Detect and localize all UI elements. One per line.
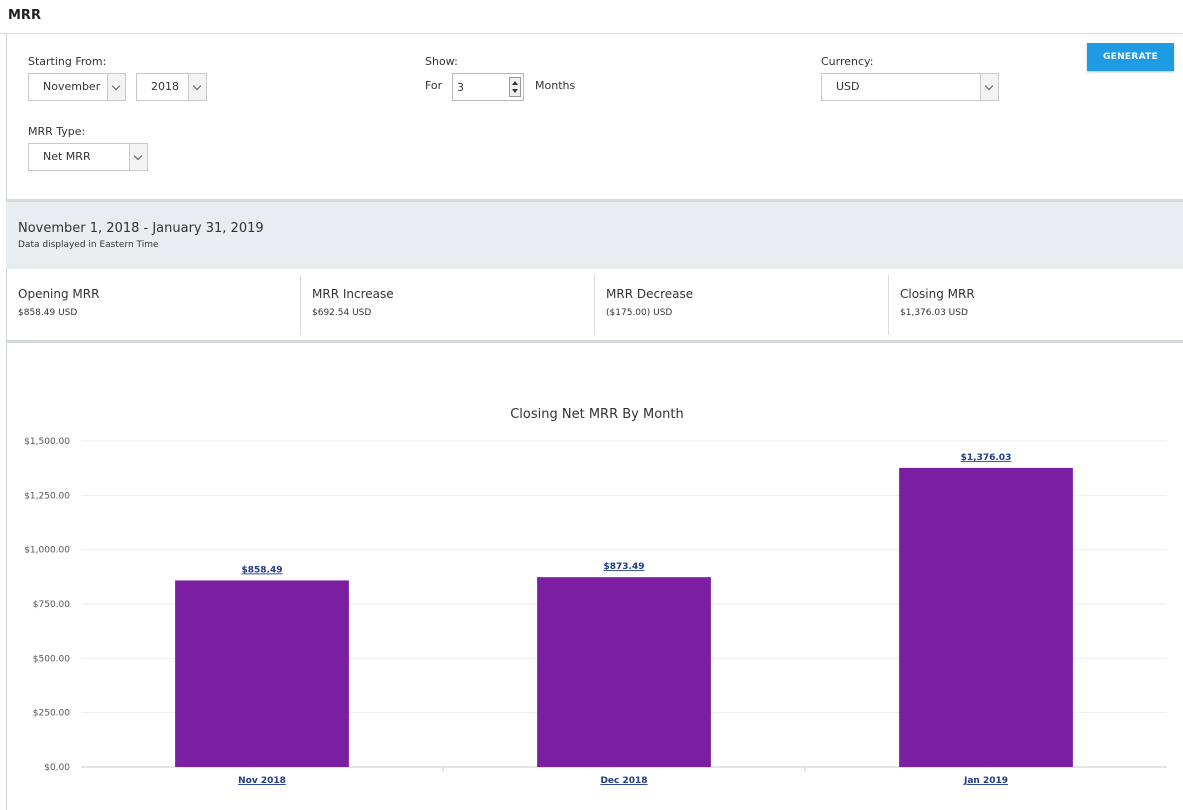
show-label: Show:: [425, 55, 458, 68]
spin-up-icon[interactable]: [512, 81, 518, 85]
chevron-down-icon: [129, 144, 147, 170]
stat-value: $858.49 USD: [18, 308, 78, 318]
filter-panel: [6, 34, 1183, 810]
stat-value: $1,376.03 USD: [900, 308, 968, 318]
page-header: MRR: [0, 0, 1183, 34]
closing-mrr-chart: Closing Net MRR By Month $0.00 $250.00 $50…: [24, 407, 1167, 786]
spinner-buttons[interactable]: [509, 77, 521, 97]
stat-opening-mrr: Opening MRR $858.49 USD: [6, 275, 300, 335]
y-tick-label: $1,000.00: [24, 546, 70, 556]
stat-label: MRR Decrease: [606, 287, 694, 301]
stat-label: Closing MRR: [900, 287, 975, 301]
generate-button[interactable]: GENERATE: [1087, 43, 1174, 71]
month-select-value: November: [43, 80, 101, 93]
bar-value-label[interactable]: $858.49: [242, 565, 283, 575]
divider: [594, 275, 595, 335]
months-label: Months: [535, 79, 576, 92]
stat-value: ($175.00) USD: [606, 308, 673, 318]
currency-select-value: USD: [836, 80, 860, 93]
y-tick-label: $250.00: [33, 709, 70, 719]
y-tick-label: $1,500.00: [24, 437, 70, 447]
stat-label: Opening MRR: [18, 287, 100, 301]
stat-mrr-decrease: MRR Decrease ($175.00) USD: [594, 275, 888, 335]
bar-value-label[interactable]: $873.49: [604, 562, 645, 572]
date-range-banner: November 1, 2018 - January 31, 2019 Data…: [6, 199, 1183, 269]
bar-jan-2019[interactable]: [899, 467, 1073, 767]
chart-title: Closing Net MRR By Month: [510, 407, 684, 422]
x-category-label[interactable]: Nov 2018: [238, 776, 286, 786]
currency-select[interactable]: USD: [821, 73, 999, 101]
months-count-input[interactable]: 3: [452, 73, 524, 101]
stat-mrr-increase: MRR Increase $692.54 USD: [300, 275, 594, 335]
chart-labels: $0.00 $250.00 $500.00 $750.00 $1,000.00 $1,25…: [24, 437, 1011, 786]
summary-stats: Opening MRR $858.49 USD MRR Increase $69…: [6, 269, 1183, 343]
months-count-value: 3: [457, 81, 464, 94]
page-title: MRR: [8, 8, 41, 23]
mrr-type-select-value: Net MRR: [43, 150, 91, 163]
x-category-label[interactable]: Dec 2018: [600, 776, 647, 786]
date-range-title: November 1, 2018 - January 31, 2019: [18, 221, 264, 236]
stat-value: $692.54 USD: [312, 308, 372, 318]
chevron-down-icon: [188, 74, 206, 100]
y-tick-label: $1,250.00: [24, 491, 70, 501]
year-select-value: 2018: [151, 80, 179, 93]
for-label: For: [425, 79, 443, 92]
y-tick-label: $750.00: [33, 600, 70, 610]
year-select[interactable]: 2018: [136, 73, 207, 101]
bar-value-label[interactable]: $1,376.03: [961, 453, 1012, 463]
mrr-type-label: MRR Type:: [28, 125, 86, 138]
chevron-down-icon: [107, 74, 125, 100]
chart-bars: [175, 467, 1073, 767]
spin-down-icon[interactable]: [512, 89, 518, 93]
y-tick-label: $500.00: [33, 654, 70, 664]
divider: [300, 275, 301, 335]
bar-nov-2018[interactable]: [175, 580, 349, 767]
month-select[interactable]: November: [28, 73, 126, 101]
y-tick-label: $0.00: [44, 763, 70, 773]
currency-label: Currency:: [821, 55, 874, 68]
divider: [888, 275, 889, 335]
starting-from-label: Starting From:: [28, 55, 107, 68]
bar-dec-2018[interactable]: [537, 577, 711, 767]
chevron-down-icon: [980, 74, 998, 100]
stat-label: MRR Increase: [312, 287, 394, 301]
timezone-note: Data displayed in Eastern Time: [18, 240, 159, 250]
mrr-type-select[interactable]: Net MRR: [28, 143, 148, 171]
x-category-label[interactable]: Jan 2019: [963, 776, 1008, 786]
stat-closing-mrr: Closing MRR $1,376.03 USD: [888, 275, 1182, 335]
